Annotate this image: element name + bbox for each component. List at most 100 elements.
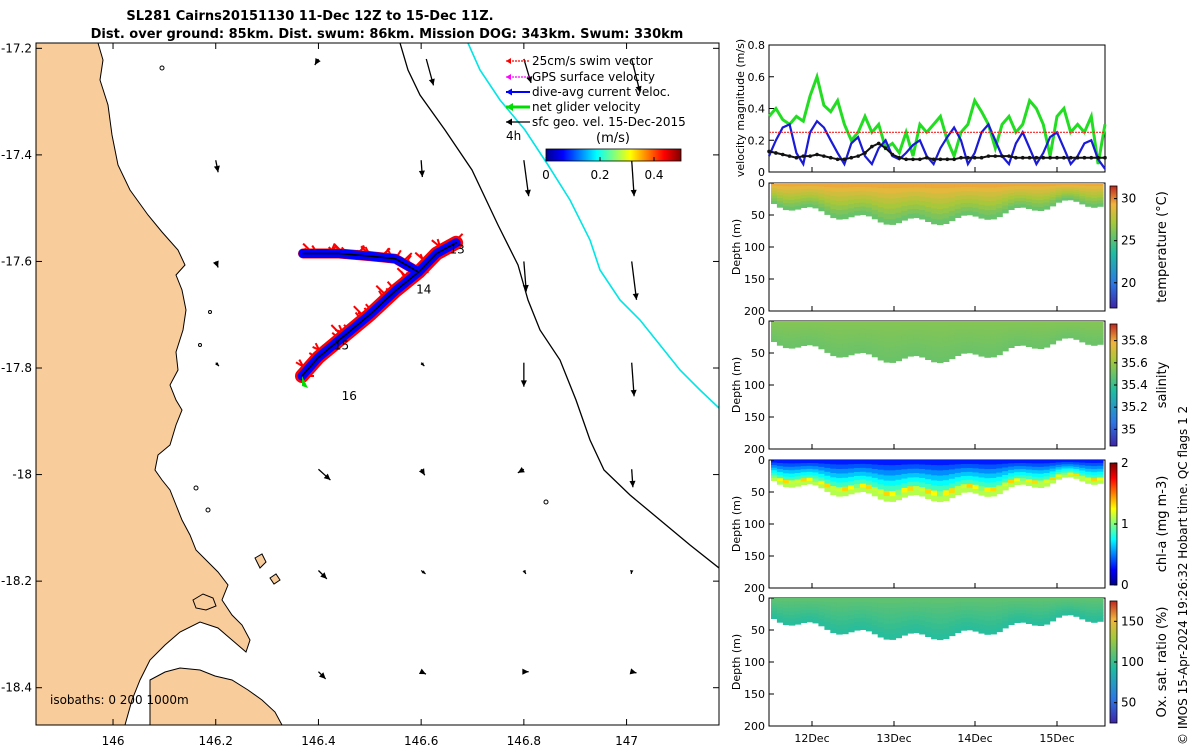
section-cell (830, 200, 837, 206)
section-cell (919, 625, 926, 630)
section-cell (806, 321, 814, 325)
section-cell (1061, 336, 1068, 339)
section-cell (836, 491, 843, 497)
section-cell (1037, 321, 1045, 325)
section-cell (948, 201, 956, 207)
section-cell (794, 327, 802, 332)
section-cell (942, 321, 950, 327)
section-cell (788, 324, 796, 329)
section-colorbar-tick-label: 25 (1121, 234, 1136, 248)
section-cell (788, 186, 796, 191)
section-cell (996, 187, 1003, 192)
section-y-tick-label: 200 (744, 443, 765, 456)
section-cell (895, 355, 902, 362)
section-cell (830, 338, 837, 344)
section-cell (925, 197, 932, 203)
section-cell (794, 337, 802, 342)
section-cell (925, 202, 932, 208)
section-cell (842, 464, 849, 470)
section-cell (889, 198, 897, 205)
section-cell (812, 475, 819, 480)
section-cell (931, 346, 938, 353)
section-cell (1067, 472, 1074, 476)
section-cell (954, 183, 962, 188)
section-cell (913, 334, 920, 339)
section-cell (1061, 331, 1068, 335)
velocity-point-black (993, 154, 998, 158)
section-cell (984, 210, 991, 216)
section-cell (836, 192, 843, 197)
velocity-point-black (1075, 155, 1080, 160)
section-cell (889, 470, 897, 476)
section-cell (1061, 470, 1068, 474)
section-cell (919, 201, 926, 206)
section-cell (818, 196, 825, 201)
credit-line: © IMOS 15-Apr-2024 19:26:32 Hobart time.… (1176, 405, 1190, 745)
section-cell (830, 204, 837, 210)
velocity-y-tick-label: 0.4 (748, 103, 766, 116)
section-cell (871, 321, 879, 326)
section-cell (859, 617, 867, 623)
section-cell (1025, 324, 1033, 328)
section-cell (782, 466, 790, 471)
section-cell (788, 483, 796, 488)
section-cell (942, 351, 950, 357)
section-cell (937, 634, 944, 641)
section-cell (907, 477, 914, 483)
section-cell (1025, 466, 1033, 471)
section-cell (954, 485, 962, 491)
section-cell (1049, 474, 1057, 478)
section-cell (948, 330, 956, 336)
section-cell (1002, 336, 1009, 341)
section-cell (937, 203, 944, 210)
section-cell (919, 607, 926, 612)
section-cell (1085, 615, 1092, 619)
section-cell (889, 618, 897, 625)
section-cell (1085, 191, 1092, 196)
section-cell (895, 335, 902, 342)
section-cell (966, 187, 974, 192)
velocity-point-black (849, 155, 854, 160)
track-day-label: 15 (334, 338, 349, 352)
section-cell (1055, 337, 1063, 341)
section-cell (854, 337, 861, 342)
section-cell (960, 472, 968, 477)
section-cell (984, 325, 991, 331)
section-cell (984, 616, 991, 622)
section-cell (1002, 198, 1009, 203)
section-cell (1043, 476, 1051, 481)
section-cell (871, 624, 879, 630)
section-cell (859, 605, 867, 611)
section-cell (990, 334, 997, 340)
section-cell (859, 463, 867, 469)
section-cell (848, 476, 855, 482)
section-cell (883, 351, 891, 358)
section-cell (883, 341, 891, 348)
velocity-point-black (1041, 155, 1046, 160)
section-cell (1020, 189, 1027, 193)
section-cell (859, 332, 867, 338)
section-cell (859, 479, 867, 485)
section-cell (889, 193, 897, 199)
section-cell (984, 205, 991, 211)
section-cell (1014, 204, 1021, 208)
velocity-point-black (870, 144, 874, 149)
section-cell (1014, 601, 1021, 605)
section-y-tick-label: 100 (744, 518, 765, 531)
section-cell (996, 337, 1003, 343)
section-cell (848, 329, 855, 335)
section-cell (942, 485, 950, 491)
section-cell (771, 598, 778, 602)
section-cell (942, 628, 950, 634)
section-cell (1037, 473, 1045, 478)
section-cell (937, 209, 944, 215)
section-cell (937, 465, 944, 471)
section-cell (812, 616, 819, 621)
section-cell (842, 602, 849, 608)
section-cell (771, 333, 778, 337)
section-cell (931, 485, 938, 492)
section-cell (883, 321, 891, 327)
section-cell (895, 330, 902, 337)
section-cell (1049, 480, 1057, 484)
section-cell (1043, 469, 1051, 474)
